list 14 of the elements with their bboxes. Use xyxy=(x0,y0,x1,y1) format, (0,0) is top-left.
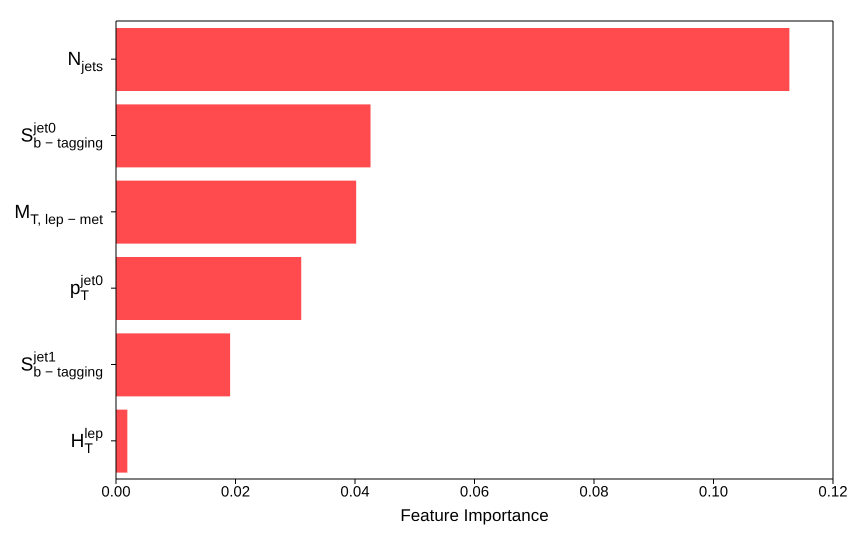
x-tick-label: 0.12 xyxy=(818,484,848,501)
x-tick-label: 0.04 xyxy=(340,484,370,501)
bar xyxy=(116,257,302,320)
x-tick-label: 0.00 xyxy=(101,484,131,501)
bar xyxy=(116,410,128,473)
bar xyxy=(116,180,356,244)
x-tick-label: 0.10 xyxy=(698,484,728,501)
x-tick-label: 0.02 xyxy=(220,484,250,501)
bar xyxy=(116,28,790,91)
bar xyxy=(116,104,371,168)
x-tick-label: 0.06 xyxy=(460,484,490,501)
x-tick-label: 0.08 xyxy=(579,484,609,501)
x-axis-title: Feature Importance xyxy=(400,506,549,525)
bar xyxy=(116,333,230,396)
